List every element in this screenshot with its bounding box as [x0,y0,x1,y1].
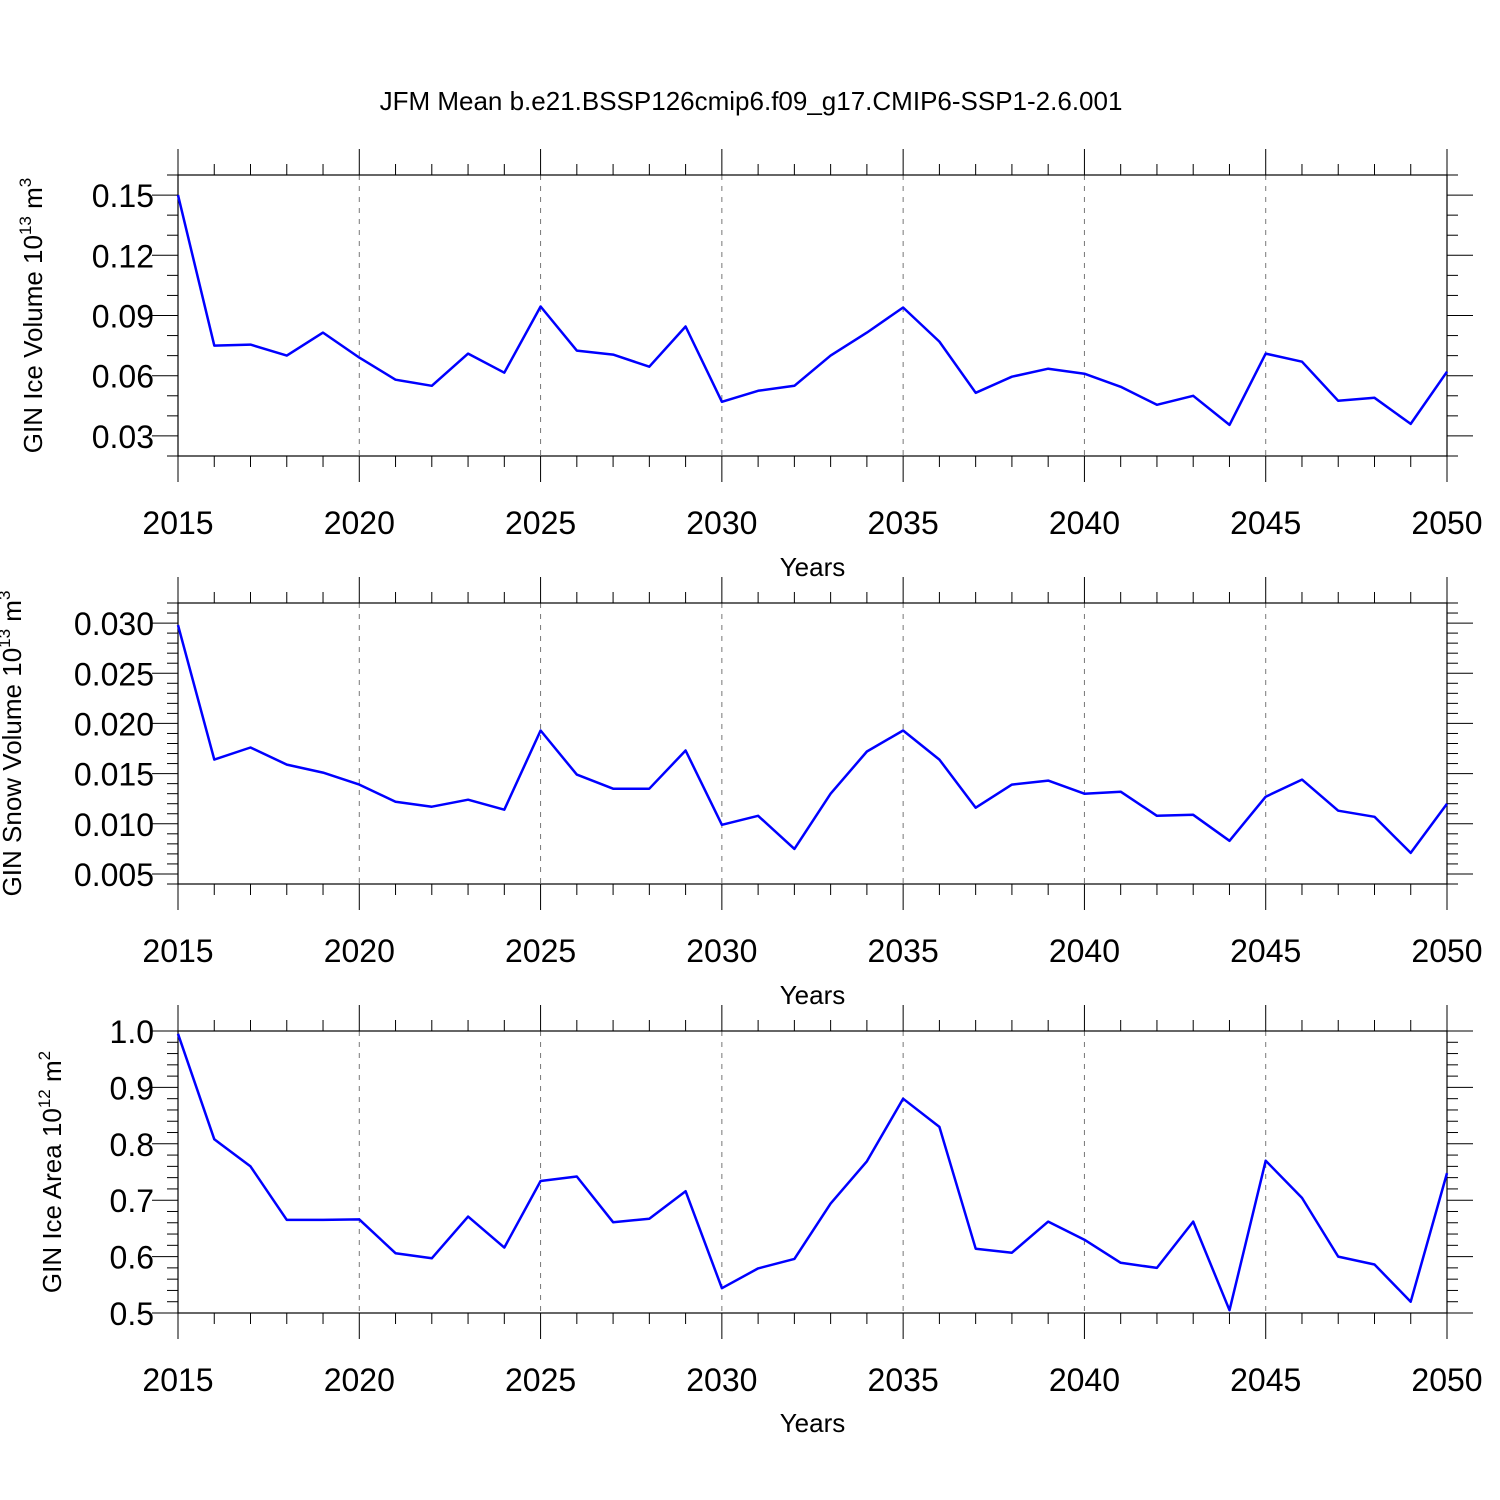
snow-volume-y-axis-title-unit: m [0,600,27,629]
panel-ice-volume: 0.03 0.06 0.09 0.12 0.15 2015 2020 2025 2030 2035… [16,149,1483,582]
snow-volume-x-tick-label: 2045 [1230,933,1301,969]
ice-volume-y-tick-label: 0.09 [92,299,154,335]
ice-area-series-line [176,1033,1449,1312]
ice-area-x-axis-title: Years [780,1408,846,1438]
ice-area-x-tick-label: 2035 [868,1362,939,1398]
ice-area-x-tick-label: 2030 [686,1362,757,1398]
snow-volume-y-tick-label: 0.030 [74,606,154,642]
snow-volume-x-tick-label: 2015 [142,933,213,969]
ice-volume-series-line [176,194,1449,427]
ice-area-y-axis-title-main: GIN Ice Area 10 [37,1108,67,1293]
ice-area-y-tick-label: 0.6 [110,1240,154,1276]
ice-volume-plot-frame [177,174,1448,457]
ice-area-plot-frame [177,1030,1448,1314]
ice-volume-y-axis-title: GIN Ice Volume 1013 m3 [16,178,48,454]
ice-area-y-tick-label: 0.8 [110,1127,154,1163]
snow-volume-y-tick-label: 0.025 [74,656,154,692]
ice-area-y-axis-title-exp: 12 [35,1089,54,1108]
ice-volume-x-tick-label: 2025 [505,505,576,541]
snow-volume-x-axis-title: Years [780,980,846,1010]
snow-volume-x-tick-label: 2025 [505,933,576,969]
ice-area-x-tick-label: 2025 [505,1362,576,1398]
ice-volume-y-axis-title-exp: 13 [16,216,35,235]
ice-volume-x-tick-label: 2030 [686,505,757,541]
ice-volume-x-axis-title: Years [780,552,846,582]
ice-volume-y-tick-label: 0.03 [92,419,154,455]
snow-volume-y-tick-label: 0.015 [74,757,154,793]
ice-volume-y-tick-label: 0.15 [92,178,154,214]
ice-area-y-tick-label: 0.5 [110,1296,154,1332]
snow-volume-x-tick-label: 2050 [1411,933,1482,969]
ice-volume-x-tick-label: 2045 [1230,505,1301,541]
snow-volume-y-tick-label: 0.005 [74,857,154,893]
panel-snow-volume: 0.005 0.010 0.015 0.020 0.025 0.030 2015 2020 20… [0,577,1483,1010]
ice-area-y-tick-label: 1.0 [110,1014,154,1050]
ice-volume-y-tick-label: 0.12 [92,238,154,274]
ice-area-x-tick-label: 2015 [142,1362,213,1398]
snow-volume-x-tick-label: 2030 [686,933,757,969]
ice-area-y-axis-title-unit-exp: 2 [35,1051,54,1060]
ice-volume-y-axis-title-unit-exp: 3 [16,178,35,187]
snow-volume-y-tick-label: 0.010 [74,807,154,843]
ice-area-y-tick-label: 0.9 [110,1070,154,1106]
ice-volume-y-axis-title-main: GIN Ice Volume 10 [18,235,48,453]
ice-area-y-axis-title-unit: m [37,1060,67,1089]
panel-ice-area: 0.5 0.6 0.7 0.8 0.9 1.0 2015 2020 2025 2030 2035 20… [35,1005,1483,1438]
ice-volume-y-tick-label: 0.06 [92,359,154,395]
snow-volume-y-axis-title-unit-exp: 3 [0,591,14,600]
snow-volume-y-axis-title: GIN Snow Volume 1013 m3 [0,591,27,897]
ice-area-x-tick-label: 2020 [324,1362,395,1398]
snow-volume-x-tick-label: 2040 [1049,933,1120,969]
snow-volume-plot-frame [177,602,1448,885]
ice-area-x-tick-label: 2040 [1049,1362,1120,1398]
ice-volume-x-tick-label: 2020 [324,505,395,541]
snow-volume-x-tick-label: 2035 [868,933,939,969]
figure-title: JFM Mean b.e21.BSSP126cmip6.f09_g17.CMIP… [380,86,1123,116]
snow-volume-x-tick-label: 2020 [324,933,395,969]
snow-volume-y-axis-title-exp: 13 [0,629,14,648]
ice-volume-x-tick-label: 2015 [142,505,213,541]
snow-volume-y-axis-title-main: GIN Snow Volume 10 [0,648,27,897]
ice-volume-y-axis-title-unit: m [18,187,48,216]
ice-volume-x-tick-label: 2035 [868,505,939,541]
snow-volume-y-tick-label: 0.020 [74,706,154,742]
ice-area-x-tick-label: 2045 [1230,1362,1301,1398]
snow-volume-series-line [176,624,1449,855]
ice-volume-x-tick-label: 2050 [1411,505,1482,541]
ice-area-x-tick-label: 2050 [1411,1362,1482,1398]
ice-area-y-tick-label: 0.7 [110,1183,154,1219]
ice-area-y-axis-title: GIN Ice Area 1012 m2 [35,1051,67,1293]
ice-volume-x-tick-label: 2040 [1049,505,1120,541]
